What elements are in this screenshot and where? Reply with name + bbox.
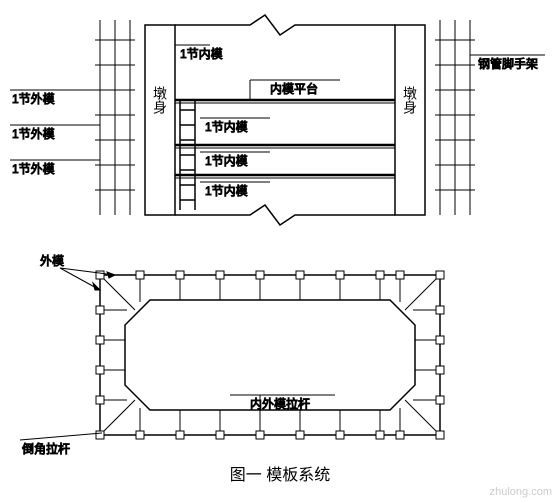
left-scaffold-grid <box>95 20 135 215</box>
right-pier-body: 墩身 <box>395 25 425 215</box>
inner-form-label-2: 1节内模 <box>205 154 248 168</box>
watermark: zhulong.com <box>490 486 552 498</box>
outer-form-label-2: 1节外模 <box>12 127 55 141</box>
pier-body-left-label: 墩身 <box>152 86 168 115</box>
outer-form-label: 外模 <box>40 254 64 268</box>
pier-body-right-label: 墩身 <box>402 86 418 115</box>
scaffold-label: 钢管脚手架 <box>478 56 538 71</box>
outer-form-label-1: 1节外模 <box>12 92 55 106</box>
tie-rod-label: 内外模拉杆 <box>250 396 310 411</box>
inner-form-label-3: 1节内模 <box>205 184 248 198</box>
figure-title: 图一 模板系统 <box>230 466 330 484</box>
outer-form-label-3: 1节外模 <box>12 162 55 176</box>
top-inner-top-label: 1节内模 <box>180 47 223 61</box>
left-pier-body: 墩身 <box>145 25 175 215</box>
platform-label: 内模平台 <box>270 81 318 96</box>
inner-form-label-1: 1节内模 <box>205 120 248 134</box>
formwork-system-diagram: 墩身 墩身 1节内模 内模 <box>0 0 560 503</box>
corner-tie-label: 倒角拉杆 <box>22 441 70 456</box>
right-scaffold-grid <box>435 20 475 215</box>
plan-view <box>96 271 444 439</box>
